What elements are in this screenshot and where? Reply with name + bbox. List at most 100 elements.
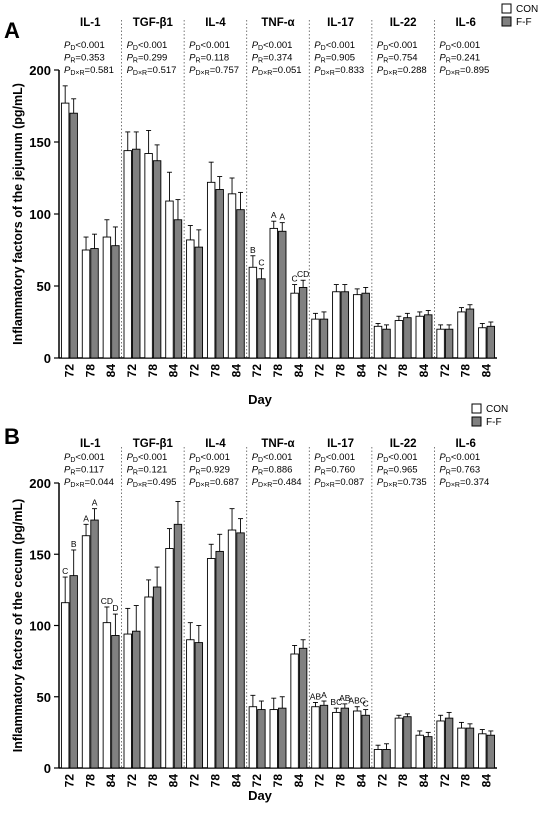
p-value-text: PR=0.117 [64, 465, 104, 477]
bar-ff [340, 707, 350, 769]
p-value-text: PD×R=0.581 [64, 65, 114, 77]
p-value-text: PD×R=0.833 [314, 65, 364, 77]
bar-ff [424, 736, 433, 769]
panel-label: B [4, 424, 20, 449]
bar-con [478, 733, 487, 769]
bar-con [332, 291, 341, 359]
p-value-text: PD<0.001 [439, 452, 480, 464]
x-tick-label: 84 [229, 774, 243, 788]
bar-con [311, 318, 320, 359]
p-value-text: PD<0.001 [64, 452, 105, 464]
significance-letter: D [112, 603, 118, 613]
y-tick-label: 150 [29, 135, 51, 150]
bar-con [60, 602, 70, 769]
chart-panel-B: B CON F-F 0 50 100 150 200 Inflammatory factors … [4, 403, 508, 803]
bar-con [206, 558, 216, 769]
group-title: IL-6 [455, 17, 475, 29]
x-tick-label: 78 [396, 774, 410, 788]
group-title: TGF-β1 [133, 438, 174, 450]
x-tick-label: 78 [271, 774, 285, 788]
x-tick-label: 84 [354, 364, 368, 378]
bar-con [394, 320, 404, 359]
group-title: TNF-α [261, 438, 294, 450]
bar-con [227, 193, 237, 359]
x-tick-label: 78 [208, 774, 222, 788]
bar-con [394, 717, 404, 769]
x-tick-label: 72 [375, 774, 389, 788]
y-tick-label: 50 [37, 279, 51, 294]
p-value-text: PD×R=0.044 [64, 477, 114, 489]
bar-ff [215, 550, 224, 769]
bar-ff [152, 160, 162, 359]
bar-ff [298, 286, 308, 359]
bar-con [165, 548, 174, 769]
x-tick-label: 84 [292, 774, 306, 788]
p-value-text: PR=0.299 [127, 53, 168, 65]
bar-ff [194, 246, 204, 359]
bar-con [290, 653, 299, 769]
p-value-text: PD×R=0.687 [189, 477, 239, 489]
y-tick-label: 0 [44, 351, 51, 366]
y-axis-label: Inflammatory factors of the jejunum (pg/… [11, 83, 25, 345]
bar-con [81, 535, 91, 769]
p-value-text: PR=0.905 [314, 53, 355, 65]
bar-con [227, 529, 237, 769]
bar-ff [486, 325, 496, 359]
x-tick-label: 78 [208, 364, 222, 378]
p-value-text: PD×R=0.051 [252, 65, 302, 77]
group-title: IL-1 [80, 17, 101, 29]
p-value-text: PR=0.754 [377, 53, 418, 65]
y-axis-label: Inflammatory factors of the cecum (pg/mL… [11, 499, 25, 753]
significance-letter: A [83, 513, 89, 523]
bar-ff [90, 519, 99, 769]
bar-con [206, 181, 216, 359]
bar-con [332, 711, 341, 769]
bar-con [478, 327, 487, 359]
legend-label: CON [516, 4, 538, 15]
p-value-text: PR=0.965 [377, 465, 418, 477]
bar-ff [132, 148, 141, 359]
x-tick-label: 72 [375, 364, 389, 378]
significance-letter: AB [310, 691, 322, 701]
bar-ff [132, 630, 141, 769]
p-value-text: PD<0.001 [189, 452, 230, 464]
p-value-text: PD×R=0.374 [439, 477, 489, 489]
bar-ff [403, 716, 412, 769]
significance-letter: AB [339, 693, 351, 703]
bar-con [144, 153, 153, 359]
p-value-text: PD<0.001 [252, 40, 293, 52]
x-tick-label: 72 [188, 774, 202, 788]
bar-ff [194, 642, 204, 769]
bar-ff [361, 292, 370, 359]
group-title: IL-22 [390, 17, 417, 29]
significance-letter: C [258, 258, 264, 268]
x-tick-label: 72 [188, 364, 202, 378]
x-tick-label: 72 [125, 774, 139, 788]
group-title: IL-1 [80, 438, 101, 450]
bar-ff [340, 291, 350, 359]
bar-con [352, 294, 362, 359]
p-value-text: PR=0.929 [189, 465, 230, 477]
y-tick-label: 100 [29, 619, 51, 634]
x-tick-label: 78 [146, 774, 160, 788]
bar-con [269, 709, 278, 769]
significance-letter: BC [330, 697, 342, 707]
significance-letter: C [363, 699, 369, 709]
p-value-text: PR=0.374 [252, 53, 293, 65]
x-tick-label: 72 [313, 774, 327, 788]
bar-ff [111, 245, 120, 359]
x-tick-label: 84 [104, 774, 118, 788]
bar-con [352, 710, 362, 769]
bar-con [165, 200, 174, 359]
x-tick-label: 84 [104, 364, 118, 378]
x-tick-label: 84 [167, 364, 181, 378]
x-axis-label: Day [248, 392, 273, 407]
bar-ff [403, 317, 412, 359]
bar-ff [69, 575, 78, 769]
x-tick-label: 72 [438, 774, 452, 788]
legend-swatch [471, 416, 482, 427]
p-value-text: PD<0.001 [189, 40, 230, 52]
